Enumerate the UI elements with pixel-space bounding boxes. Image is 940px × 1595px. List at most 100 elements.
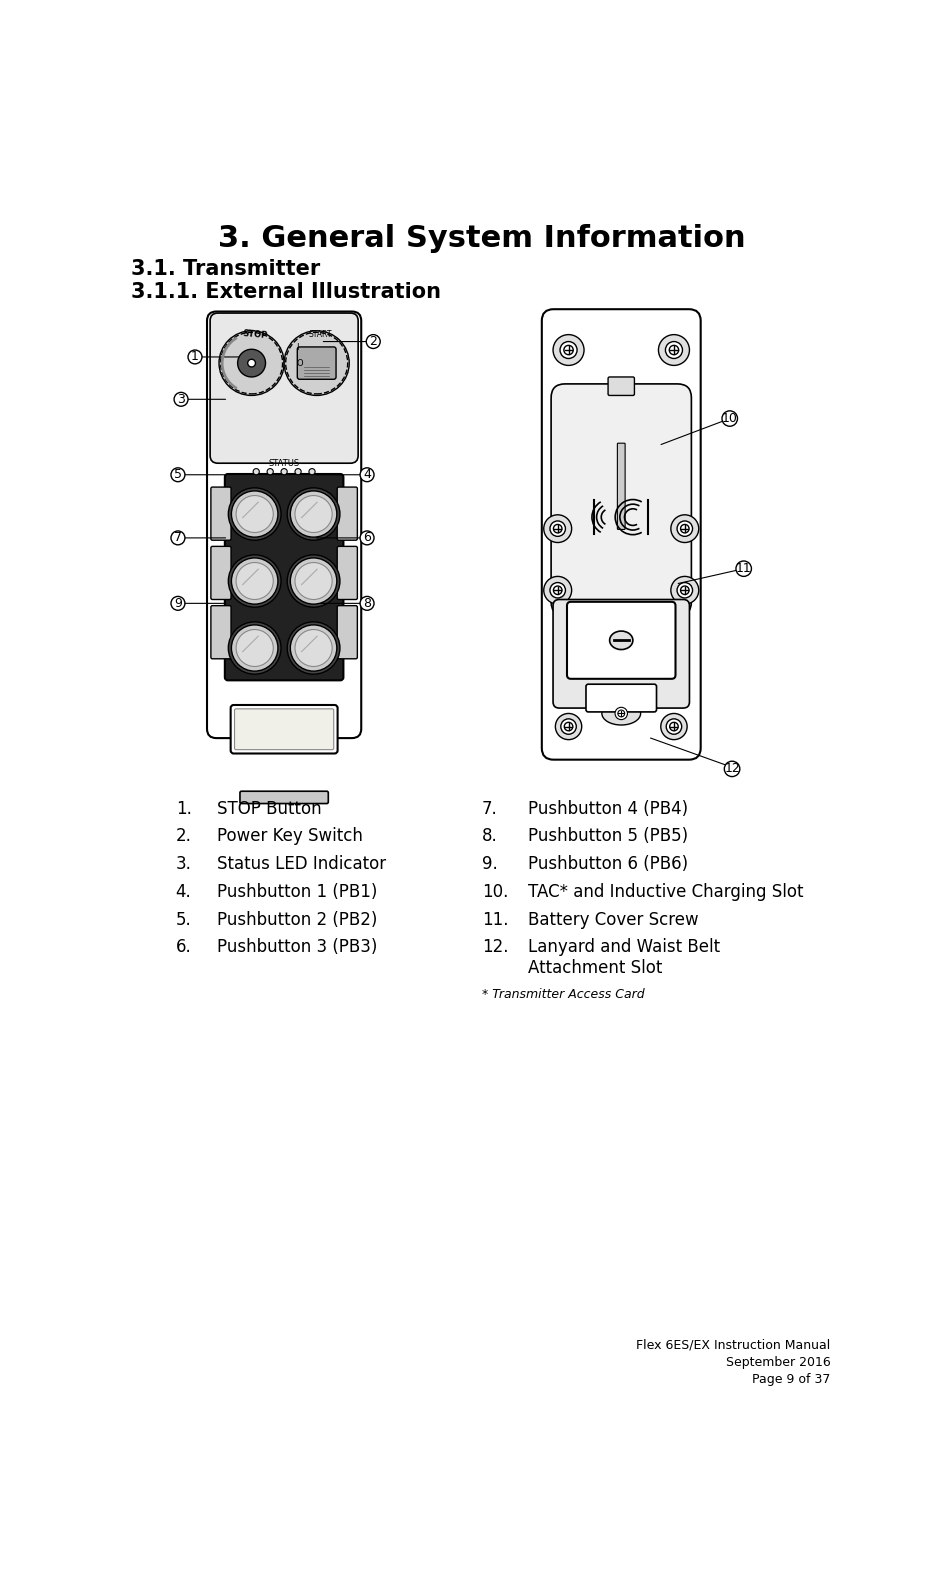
FancyBboxPatch shape	[234, 708, 334, 750]
Ellipse shape	[556, 713, 582, 740]
FancyBboxPatch shape	[567, 601, 676, 679]
Text: 11.: 11.	[481, 911, 509, 928]
FancyBboxPatch shape	[240, 791, 328, 804]
Circle shape	[231, 625, 278, 671]
FancyBboxPatch shape	[211, 547, 231, 600]
Text: 3: 3	[177, 392, 185, 405]
Circle shape	[174, 392, 188, 407]
Text: 3.: 3.	[176, 855, 192, 872]
Circle shape	[669, 723, 679, 731]
Circle shape	[231, 491, 278, 538]
FancyBboxPatch shape	[586, 684, 656, 711]
Text: START: START	[309, 330, 333, 340]
Circle shape	[290, 625, 337, 671]
Text: 6: 6	[363, 531, 371, 544]
Circle shape	[666, 719, 681, 734]
Circle shape	[295, 496, 332, 533]
Text: 1.: 1.	[176, 799, 192, 818]
Text: * Transmitter Access Card: * Transmitter Access Card	[481, 987, 645, 1000]
Text: I: I	[296, 343, 299, 352]
Circle shape	[360, 467, 374, 482]
Circle shape	[231, 558, 278, 605]
Text: 10: 10	[722, 412, 738, 424]
Text: Battery Cover Screw: Battery Cover Screw	[528, 911, 698, 928]
Circle shape	[236, 496, 274, 533]
Circle shape	[295, 469, 301, 475]
Text: 7.: 7.	[481, 799, 497, 818]
Circle shape	[219, 330, 284, 396]
Circle shape	[360, 597, 374, 611]
Text: 4.: 4.	[176, 884, 192, 901]
FancyBboxPatch shape	[211, 313, 358, 463]
Circle shape	[725, 761, 740, 777]
Text: Pushbutton 1 (PB1): Pushbutton 1 (PB1)	[217, 884, 377, 901]
Ellipse shape	[610, 632, 633, 649]
Circle shape	[248, 359, 256, 367]
FancyBboxPatch shape	[608, 376, 635, 396]
FancyBboxPatch shape	[618, 443, 625, 530]
Circle shape	[295, 563, 332, 600]
Circle shape	[288, 488, 340, 541]
Ellipse shape	[658, 335, 689, 365]
Circle shape	[171, 531, 185, 545]
Ellipse shape	[602, 702, 641, 726]
FancyBboxPatch shape	[297, 348, 337, 380]
Circle shape	[618, 710, 625, 716]
Text: 5: 5	[174, 469, 182, 482]
FancyBboxPatch shape	[337, 486, 357, 541]
Circle shape	[554, 525, 562, 533]
Circle shape	[360, 531, 374, 545]
Text: Page 9 of 37: Page 9 of 37	[752, 1373, 831, 1386]
Circle shape	[561, 719, 576, 734]
FancyBboxPatch shape	[225, 474, 343, 681]
Circle shape	[550, 522, 566, 536]
Circle shape	[290, 491, 337, 538]
Text: 11: 11	[736, 561, 752, 576]
Circle shape	[669, 346, 679, 354]
Circle shape	[615, 707, 628, 719]
Circle shape	[288, 622, 340, 675]
Text: STOP: STOP	[243, 329, 268, 340]
Text: 3.1.1. External Illustration: 3.1.1. External Illustration	[132, 282, 442, 303]
Circle shape	[228, 622, 281, 675]
Circle shape	[228, 555, 281, 608]
Text: 9.: 9.	[481, 855, 497, 872]
Circle shape	[681, 585, 689, 595]
Circle shape	[288, 555, 340, 608]
Circle shape	[666, 341, 682, 359]
Circle shape	[564, 723, 572, 731]
Text: Status LED Indicator: Status LED Indicator	[217, 855, 385, 872]
Circle shape	[677, 582, 693, 598]
Text: TAC* and Inductive Charging Slot: TAC* and Inductive Charging Slot	[528, 884, 804, 901]
Circle shape	[238, 349, 265, 376]
Circle shape	[554, 585, 562, 595]
Ellipse shape	[671, 515, 698, 542]
Text: 3.1. Transmitter: 3.1. Transmitter	[132, 258, 321, 279]
Ellipse shape	[671, 576, 698, 605]
Text: 2.: 2.	[176, 828, 192, 845]
Text: 9: 9	[174, 597, 181, 609]
FancyBboxPatch shape	[541, 309, 700, 759]
Text: 2: 2	[369, 335, 377, 348]
Circle shape	[564, 346, 573, 354]
Text: 10.: 10.	[481, 884, 509, 901]
Text: 6.: 6.	[176, 938, 192, 957]
FancyBboxPatch shape	[551, 384, 692, 616]
Text: 12: 12	[724, 762, 740, 775]
Circle shape	[253, 469, 259, 475]
Circle shape	[681, 525, 689, 533]
Text: Pushbutton 3 (PB3): Pushbutton 3 (PB3)	[217, 938, 377, 957]
FancyBboxPatch shape	[230, 705, 337, 753]
Circle shape	[188, 349, 202, 364]
Circle shape	[236, 630, 274, 667]
Text: Lanyard and Waist Belt
Attachment Slot: Lanyard and Waist Belt Attachment Slot	[528, 938, 720, 978]
Text: September 2016: September 2016	[726, 1356, 831, 1369]
Text: 8: 8	[363, 597, 371, 609]
Text: 1: 1	[191, 351, 199, 364]
Circle shape	[281, 469, 288, 475]
Text: Pushbutton 2 (PB2): Pushbutton 2 (PB2)	[217, 911, 377, 928]
Circle shape	[722, 412, 738, 426]
Circle shape	[309, 469, 315, 475]
Ellipse shape	[543, 576, 572, 605]
Circle shape	[367, 335, 380, 348]
